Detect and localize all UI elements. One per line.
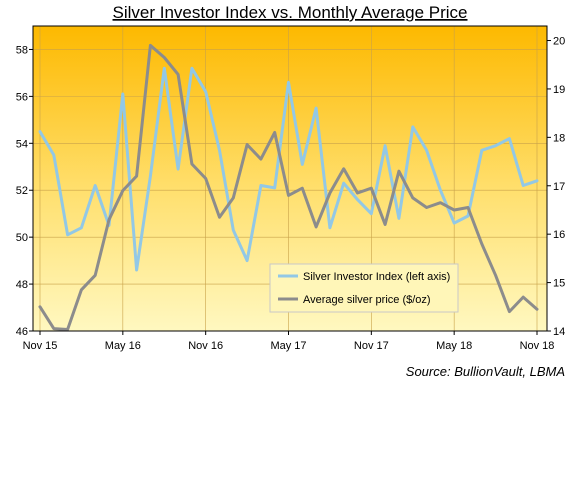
x-tick-label: Nov 15 xyxy=(23,340,58,352)
y-left-tick-label: 54 xyxy=(16,138,28,150)
legend-label-index: Silver Investor Index (left axis) xyxy=(303,271,450,283)
y-right-tick-label: 15 xyxy=(553,278,565,290)
x-tick-label: May 18 xyxy=(436,340,472,352)
x-tick-label: Nov 18 xyxy=(520,340,555,352)
legend-label-price: Average silver price ($/oz) xyxy=(303,294,431,306)
x-tick-label: May 16 xyxy=(105,340,141,352)
y-left-tick-label: 46 xyxy=(16,326,28,338)
y-right-tick-label: 20 xyxy=(553,36,565,48)
series-layer xyxy=(38,43,539,331)
series-line-investor-index xyxy=(38,66,539,272)
y-right-tick-label: 14 xyxy=(553,326,565,338)
y-right-tick-label: 16 xyxy=(553,229,565,241)
chart-title: Silver Investor Index vs. Monthly Averag… xyxy=(113,3,468,22)
series-line-silver-price xyxy=(38,43,539,331)
y-left-tick-label: 58 xyxy=(16,44,28,56)
y-left-tick-label: 48 xyxy=(16,279,28,291)
x-tick-label: May 17 xyxy=(270,340,306,352)
y-left-tick-label: 56 xyxy=(16,91,28,103)
x-tick-label: Nov 16 xyxy=(188,340,223,352)
source-note: Source: BullionVault, LBMA xyxy=(406,364,565,379)
y-left-tick-label: 52 xyxy=(16,185,28,197)
legend: Silver Investor Index (left axis) Averag… xyxy=(269,263,459,313)
y-right-tick-label: 19 xyxy=(553,84,565,96)
y-right-tick-label: 17 xyxy=(553,181,565,193)
axis-layer: 46 48 50 52 54 56 58 14 15 16 17 18 19 20 Nov 15 May 16… xyxy=(16,25,565,352)
y-right-tick-label: 18 xyxy=(553,132,565,144)
y-left-tick-label: 50 xyxy=(16,232,28,244)
x-tick-label: Nov 17 xyxy=(354,340,389,352)
plot-frame xyxy=(32,25,548,332)
legend-box xyxy=(269,263,459,313)
